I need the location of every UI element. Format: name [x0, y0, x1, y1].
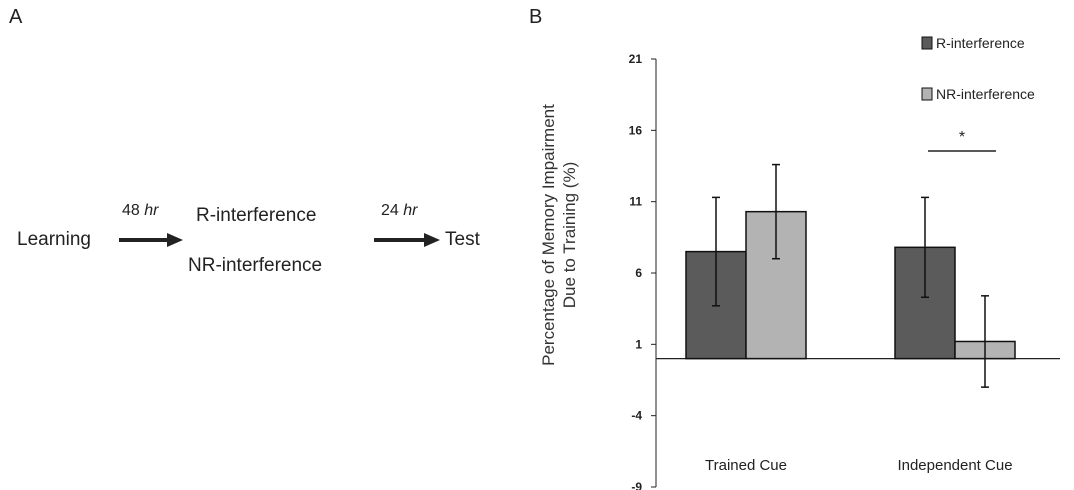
y-tick-label: -9	[631, 480, 642, 490]
y-tick-label: -4	[631, 409, 642, 423]
y-axis-label-line1: Percentage of Memory Impairment	[539, 104, 558, 366]
learning-label: Learning	[17, 229, 91, 250]
arrow-learning	[119, 233, 183, 247]
delay1-label: 48 hr	[122, 202, 159, 219]
y-axis-label-line2: Due to Training (%)	[560, 162, 579, 308]
r-interference-label: R-interference	[196, 205, 317, 226]
test-label: Test	[445, 229, 480, 250]
arrow-test	[374, 233, 440, 247]
legend-swatch	[921, 87, 933, 101]
x-category-label: Trained Cue	[705, 457, 787, 474]
y-tick-label: 1	[635, 337, 642, 351]
panel-b-label: B	[529, 6, 543, 28]
y-axis-label: Percentage of Memory Impairment Due to Tr…	[539, 104, 579, 366]
significance-marker: *	[959, 129, 965, 146]
nr-interference-label: NR-interference	[188, 255, 323, 276]
legend-label: R-interference	[936, 35, 1025, 51]
y-tick-label: 16	[629, 123, 643, 137]
panel-a-label: A	[9, 6, 23, 28]
legend-swatch	[921, 36, 933, 50]
delay2-label: 24 hr	[381, 202, 418, 219]
legend-label: NR-interference	[936, 86, 1035, 102]
y-tick-label: 21	[629, 52, 643, 66]
x-category-label: Independent Cue	[897, 457, 1012, 474]
bar-chart: 21 16 11 6 1 -4 -9 Percentage of Memory Impairm…	[539, 35, 1060, 490]
y-tick-label: 6	[635, 266, 642, 280]
y-tick-label: 11	[629, 195, 642, 209]
